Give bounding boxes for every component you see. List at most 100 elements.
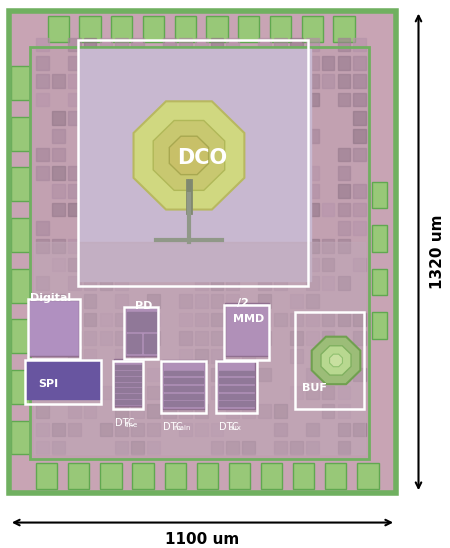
Bar: [195, 331, 207, 345]
Bar: [143, 15, 164, 42]
Bar: [338, 423, 351, 436]
Bar: [163, 221, 176, 235]
Text: 1320 um: 1320 um: [430, 215, 445, 289]
Bar: [68, 56, 81, 70]
Bar: [163, 404, 176, 418]
Bar: [219, 402, 254, 406]
Bar: [306, 239, 319, 253]
Bar: [52, 148, 65, 161]
Bar: [290, 331, 303, 345]
Bar: [338, 166, 351, 180]
Bar: [36, 93, 49, 106]
Bar: [290, 203, 303, 216]
Bar: [338, 276, 351, 289]
Bar: [322, 331, 334, 345]
Bar: [179, 404, 192, 418]
Bar: [99, 423, 112, 436]
Bar: [36, 56, 49, 70]
Bar: [338, 184, 351, 198]
Bar: [115, 111, 128, 124]
Bar: [306, 294, 319, 308]
Bar: [84, 239, 96, 253]
Bar: [306, 75, 319, 88]
Bar: [353, 313, 366, 326]
Bar: [274, 184, 287, 198]
Bar: [290, 349, 303, 363]
Bar: [99, 38, 112, 51]
Bar: [162, 361, 205, 409]
Bar: [306, 203, 319, 216]
Bar: [306, 38, 319, 51]
Bar: [84, 349, 96, 363]
Polygon shape: [321, 346, 351, 375]
Bar: [353, 56, 366, 70]
Bar: [147, 239, 160, 253]
Bar: [115, 331, 128, 345]
Bar: [195, 111, 207, 124]
Bar: [338, 75, 351, 88]
Bar: [28, 300, 79, 356]
Bar: [338, 349, 351, 363]
Bar: [243, 221, 255, 235]
Bar: [333, 15, 355, 42]
Bar: [115, 441, 128, 454]
Bar: [258, 294, 271, 308]
Bar: [11, 319, 30, 353]
Bar: [226, 221, 239, 235]
Bar: [322, 404, 334, 418]
Bar: [111, 15, 132, 42]
Bar: [226, 441, 239, 454]
Bar: [147, 423, 160, 436]
Bar: [131, 239, 144, 253]
Bar: [290, 56, 303, 70]
Bar: [211, 368, 223, 381]
Bar: [274, 166, 287, 180]
Bar: [84, 203, 96, 216]
Bar: [115, 38, 128, 51]
Bar: [219, 378, 254, 383]
Bar: [11, 66, 30, 100]
Bar: [258, 75, 271, 88]
Bar: [80, 15, 101, 42]
Bar: [36, 349, 49, 363]
Bar: [290, 386, 303, 399]
Bar: [179, 423, 192, 436]
Bar: [115, 258, 128, 271]
Bar: [219, 370, 254, 375]
Bar: [302, 15, 323, 42]
Bar: [290, 221, 303, 235]
Bar: [99, 276, 112, 289]
Bar: [163, 203, 176, 216]
Bar: [179, 368, 192, 381]
Bar: [195, 313, 207, 326]
Bar: [372, 269, 387, 295]
Bar: [9, 11, 396, 493]
Bar: [131, 423, 144, 436]
Bar: [127, 312, 156, 332]
Bar: [274, 239, 287, 253]
Bar: [165, 463, 186, 489]
Bar: [274, 404, 287, 418]
Bar: [163, 56, 176, 70]
Bar: [258, 404, 271, 418]
Bar: [68, 423, 81, 436]
Bar: [338, 221, 351, 235]
Text: aux: aux: [229, 425, 242, 431]
Polygon shape: [153, 121, 225, 190]
Bar: [52, 423, 65, 436]
Text: DCO: DCO: [177, 148, 228, 168]
Bar: [290, 441, 303, 454]
Bar: [115, 75, 128, 88]
Bar: [226, 331, 239, 345]
Bar: [161, 361, 206, 414]
Bar: [36, 404, 49, 418]
Bar: [84, 184, 96, 198]
Bar: [147, 221, 160, 235]
Bar: [258, 331, 271, 345]
Bar: [211, 276, 223, 289]
Bar: [197, 463, 218, 489]
Bar: [68, 404, 81, 418]
Bar: [179, 148, 192, 161]
Bar: [219, 393, 254, 398]
Bar: [115, 386, 128, 399]
